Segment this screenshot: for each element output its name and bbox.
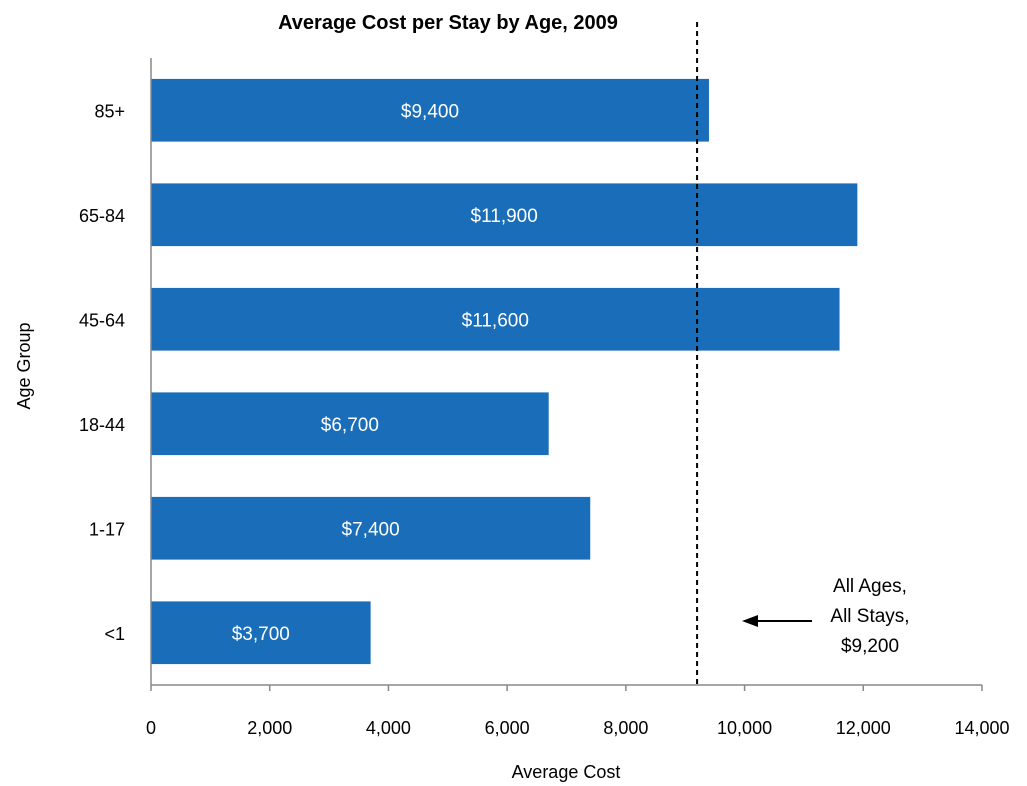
bar-1 <box>151 78 709 142</box>
y-tick-labels-group: 85+ 65-84 45-64 18-44 1-17 <1 <box>79 101 125 644</box>
bar-value-label: $3,700 <box>232 624 290 645</box>
y-tick-label: 65-84 <box>79 206 125 226</box>
x-tick-label: 2,000 <box>247 718 292 738</box>
bar-6 <box>151 601 371 665</box>
y-axis-label: Age Group <box>14 322 34 409</box>
y-tick-label: <1 <box>104 624 125 644</box>
bar-4 <box>151 392 549 456</box>
x-tick-label: 10,000 <box>717 718 772 738</box>
x-ticks-group: 0 2,000 4,000 6,000 8,000 10,000 12,000 14,000 <box>146 685 1010 738</box>
bar-value-label: $6,700 <box>321 415 379 436</box>
x-tick-label: 4,000 <box>366 718 411 738</box>
x-tick-label: 14,000 <box>954 718 1009 738</box>
annotation-line: All Stays, <box>830 606 909 627</box>
x-tick-label: 8,000 <box>603 718 648 738</box>
bar-5 <box>151 496 591 560</box>
bar-value-label: $9,400 <box>401 101 459 122</box>
bar-value-label: $7,400 <box>342 519 400 540</box>
x-tick-label: 6,000 <box>485 718 530 738</box>
x-axis-label: Average Cost <box>512 762 621 782</box>
bars-group <box>151 78 858 665</box>
x-tick-label: 12,000 <box>836 718 891 738</box>
bar-2 <box>151 183 858 247</box>
bar-value-label: $11,600 <box>462 310 529 331</box>
y-tick-label: 45-64 <box>79 310 125 330</box>
bar-3 <box>151 287 840 351</box>
annotation-group: All Ages, All Stays, $9,200 <box>742 576 910 657</box>
annotation-line: $9,200 <box>841 636 899 657</box>
chart-title: Average Cost per Stay by Age, 2009 <box>278 12 618 34</box>
y-tick-label: 18-44 <box>79 415 125 435</box>
annotation-line: All Ages, <box>833 576 907 597</box>
y-tick-label: 1-17 <box>89 519 125 539</box>
y-tick-label: 85+ <box>94 101 125 121</box>
axes-group <box>150 58 982 686</box>
bar-labels-group: $9,400 $11,900 $11,600 $6,700 $7,400 $3,700 <box>232 101 538 645</box>
bar-value-label: $11,900 <box>471 206 538 227</box>
x-tick-label: 0 <box>146 718 156 738</box>
annotation-arrow-head <box>742 615 758 627</box>
